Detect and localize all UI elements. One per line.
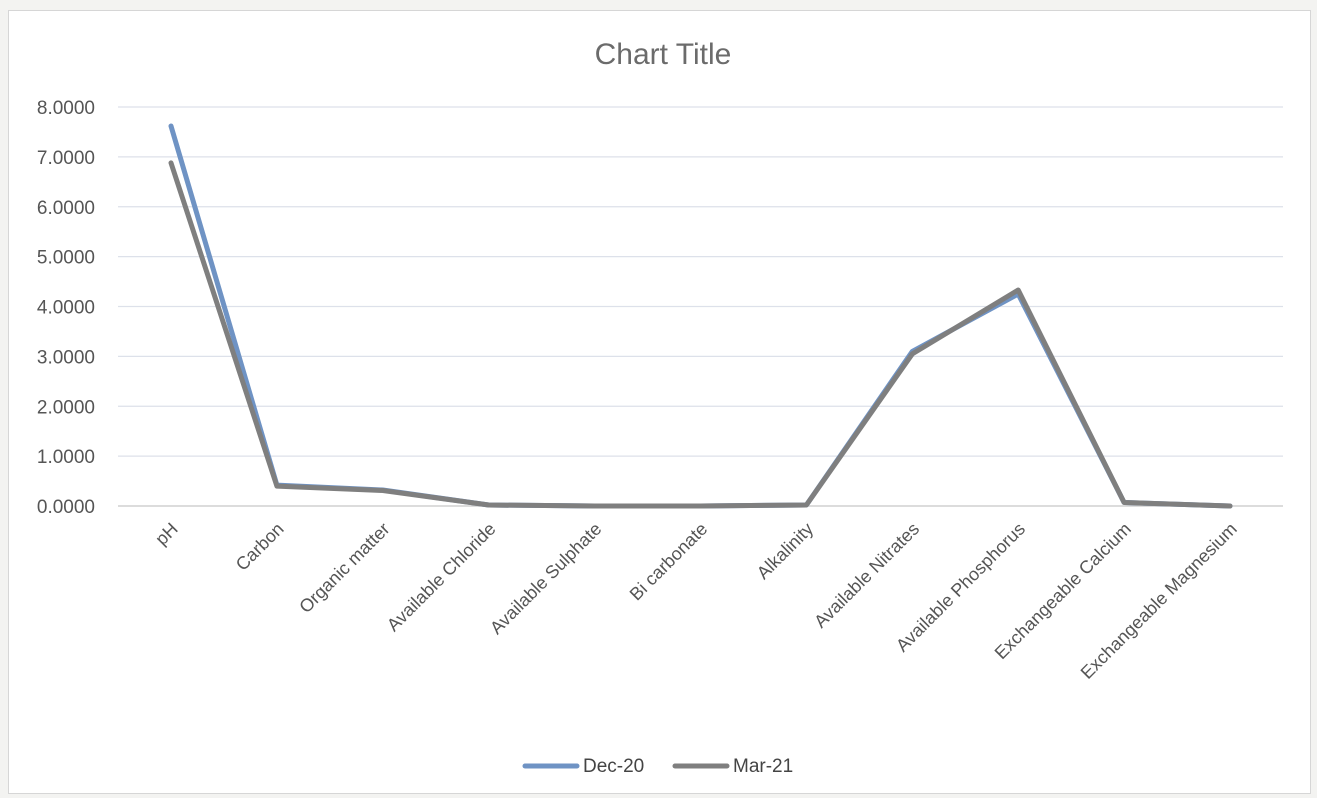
x-category-label: Bi carbonate bbox=[626, 519, 712, 605]
y-tick-label: 2.0000 bbox=[37, 397, 95, 418]
y-tick-label: 6.0000 bbox=[37, 198, 95, 219]
chart-title: Chart Title bbox=[595, 38, 732, 71]
gridlines bbox=[118, 106, 1283, 507]
series-line-dec-20 bbox=[168, 123, 1233, 509]
y-tick-label: 1.0000 bbox=[37, 447, 95, 468]
y-axis-tick-labels: 0.0000 1.0000 2.0000 3.0000 4.0000 5.0000 6.00… bbox=[37, 98, 95, 518]
x-category-label: Available Chloride bbox=[383, 519, 500, 636]
chart-frame bbox=[8, 10, 1311, 794]
legend-label-dec-20: Dec-20 bbox=[583, 756, 644, 777]
x-category-label: Carbon bbox=[232, 519, 288, 575]
y-tick-label: 4.0000 bbox=[37, 298, 95, 319]
series-lines bbox=[168, 123, 1233, 509]
y-tick-label: 7.0000 bbox=[37, 148, 95, 169]
y-tick-label: 5.0000 bbox=[37, 248, 95, 269]
x-category-label: Organic matter bbox=[295, 519, 393, 617]
legend-label-mar-21: Mar-21 bbox=[733, 756, 793, 777]
x-category-label: Available Nitrates bbox=[810, 519, 923, 632]
y-tick-label: 3.0000 bbox=[37, 347, 95, 368]
x-category-label: Alkalinity bbox=[753, 519, 817, 583]
legend: Dec-20 Mar-21 bbox=[522, 756, 793, 777]
x-category-label: Available Sulphate bbox=[486, 519, 605, 638]
x-category-label: pH bbox=[151, 519, 181, 549]
series-line-mar-21 bbox=[168, 160, 1233, 509]
y-tick-label: 8.0000 bbox=[37, 98, 95, 119]
y-tick-label: 0.0000 bbox=[37, 497, 95, 518]
